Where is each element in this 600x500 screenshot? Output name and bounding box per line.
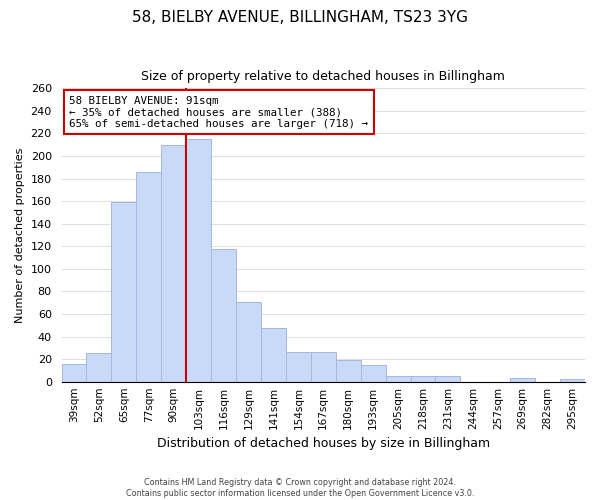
Title: Size of property relative to detached houses in Billingham: Size of property relative to detached ho… — [142, 70, 505, 83]
Text: Contains HM Land Registry data © Crown copyright and database right 2024.
Contai: Contains HM Land Registry data © Crown c… — [126, 478, 474, 498]
Bar — [86, 354, 112, 382]
X-axis label: Distribution of detached houses by size in Billingham: Distribution of detached houses by size … — [157, 437, 490, 450]
Bar — [311, 352, 336, 382]
Bar — [261, 328, 286, 382]
Bar — [161, 144, 186, 382]
Bar — [361, 365, 386, 382]
Bar — [186, 139, 211, 382]
Bar — [436, 376, 460, 382]
Text: 58, BIELBY AVENUE, BILLINGHAM, TS23 3YG: 58, BIELBY AVENUE, BILLINGHAM, TS23 3YG — [132, 10, 468, 25]
Bar — [510, 378, 535, 382]
Text: 58 BIELBY AVENUE: 91sqm
← 35% of detached houses are smaller (388)
65% of semi-d: 58 BIELBY AVENUE: 91sqm ← 35% of detache… — [70, 96, 368, 129]
Bar — [286, 352, 311, 382]
Y-axis label: Number of detached properties: Number of detached properties — [15, 148, 25, 322]
Bar — [112, 202, 136, 382]
Bar — [62, 364, 86, 382]
Bar — [386, 376, 410, 382]
Bar — [336, 360, 361, 382]
Bar — [211, 248, 236, 382]
Bar — [136, 172, 161, 382]
Bar — [236, 302, 261, 382]
Bar — [560, 380, 585, 382]
Bar — [410, 376, 436, 382]
